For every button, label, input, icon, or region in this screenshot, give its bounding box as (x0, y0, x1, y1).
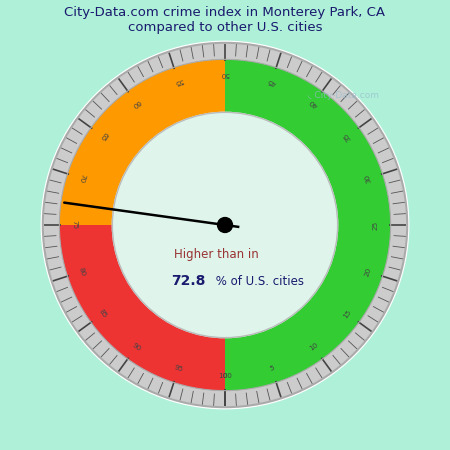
Text: % of U.S. cities: % of U.S. cities (212, 275, 304, 288)
Text: 90: 90 (131, 342, 142, 352)
Text: 15: 15 (342, 308, 352, 319)
Text: 45: 45 (266, 77, 277, 86)
Text: 55: 55 (173, 77, 184, 86)
Text: 5: 5 (269, 365, 274, 372)
Text: 75: 75 (71, 220, 77, 230)
Circle shape (217, 217, 233, 233)
Text: 50: 50 (220, 71, 230, 77)
Text: 30: 30 (364, 173, 373, 184)
Text: 60: 60 (131, 98, 142, 108)
Polygon shape (225, 59, 391, 391)
Text: 100: 100 (218, 373, 232, 379)
Text: 72.8: 72.8 (171, 274, 205, 288)
Text: 95: 95 (173, 364, 184, 373)
Text: 10: 10 (308, 342, 319, 352)
Text: 40: 40 (308, 98, 319, 108)
Text: 0: 0 (223, 373, 227, 379)
Text: 80: 80 (77, 266, 86, 277)
Text: 20: 20 (364, 266, 373, 277)
Text: 70: 70 (77, 173, 86, 184)
Text: 65: 65 (98, 131, 108, 142)
Polygon shape (59, 225, 225, 391)
Circle shape (112, 112, 338, 338)
Polygon shape (59, 59, 225, 225)
Text: ◟ City-Data.com: ◟ City-Data.com (308, 91, 379, 100)
Text: 85: 85 (98, 308, 108, 319)
Text: City-Data.com crime index in Monterey Park, CA
compared to other U.S. cities: City-Data.com crime index in Monterey Pa… (64, 6, 386, 34)
Circle shape (43, 43, 407, 407)
Text: 25: 25 (373, 220, 379, 230)
Text: Higher than in: Higher than in (174, 248, 259, 261)
Text: 35: 35 (342, 131, 352, 142)
